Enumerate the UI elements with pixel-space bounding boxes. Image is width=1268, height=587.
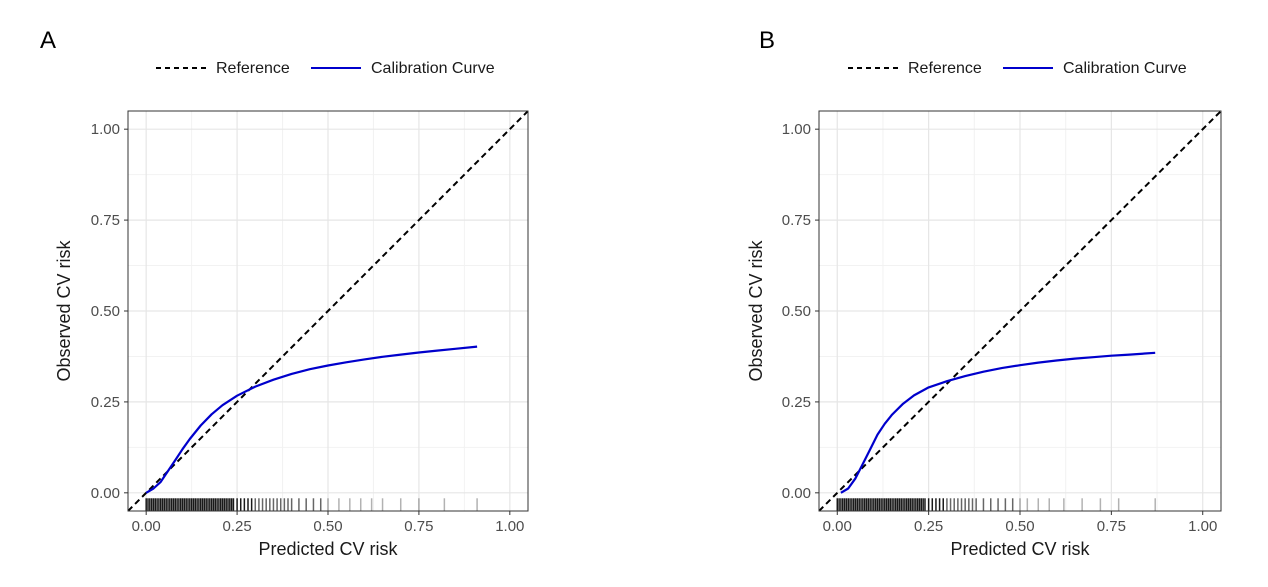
calibration-curve [145,345,478,494]
y-tick-label: 0.25 [91,394,120,411]
y-axis-title: Observed CV risk [54,239,74,381]
panel-label: B [759,27,775,54]
x-tick-label: 0.00 [823,518,852,535]
x-tick-label: 0.50 [313,518,342,535]
legend-label: Calibration Curve [1063,60,1187,77]
legend-label: Calibration Curve [371,60,495,77]
x-tick-label: 0.25 [222,518,251,535]
x-axis-title: Predicted CV risk [258,539,398,559]
rug [145,498,478,511]
legend-label: Reference [216,60,290,77]
y-tick-label: 0.75 [91,212,120,229]
x-tick-label: 1.00 [495,518,524,535]
legend: Reference Calibration Curve [156,60,495,77]
y-tick-label: 0.75 [782,212,811,229]
y-tick-label: 0.00 [782,485,811,502]
x-axis-title: Predicted CV risk [950,539,1090,559]
plot-content [128,111,528,511]
axes: 0.00 0.25 0.50 0.75 1.00 0.00 0.25 0.50 0.75 1.00 [91,121,525,535]
legend-label: Reference [908,60,982,77]
y-tick-label: 1.00 [782,121,811,138]
x-tick-label: 0.75 [1097,518,1126,535]
x-tick-label: 1.00 [1188,518,1217,535]
y-tick-label: 0.50 [91,303,120,320]
x-tick-label: 0.00 [132,518,161,535]
panel-label: A [40,27,56,54]
axes: 0.00 0.25 0.50 0.75 1.00 0.00 0.25 0.50 0.75 1.00 [782,121,1218,535]
x-tick-label: 0.50 [1005,518,1034,535]
rug [836,498,1156,511]
plot-content [819,111,1221,511]
y-tick-label: 1.00 [91,121,120,138]
reference-line [819,111,1221,511]
y-tick-label: 0.00 [91,485,120,502]
legend: Reference Calibration Curve [848,60,1187,77]
y-tick-label: 0.50 [782,303,811,320]
y-tick-label: 0.25 [782,394,811,411]
x-tick-label: 0.75 [404,518,433,535]
grid [819,111,1221,511]
reference-line [128,111,528,511]
x-tick-label: 0.25 [914,518,943,535]
grid [128,111,528,511]
calibration-curve [840,351,1156,494]
y-axis-title: Observed CV risk [746,239,766,381]
